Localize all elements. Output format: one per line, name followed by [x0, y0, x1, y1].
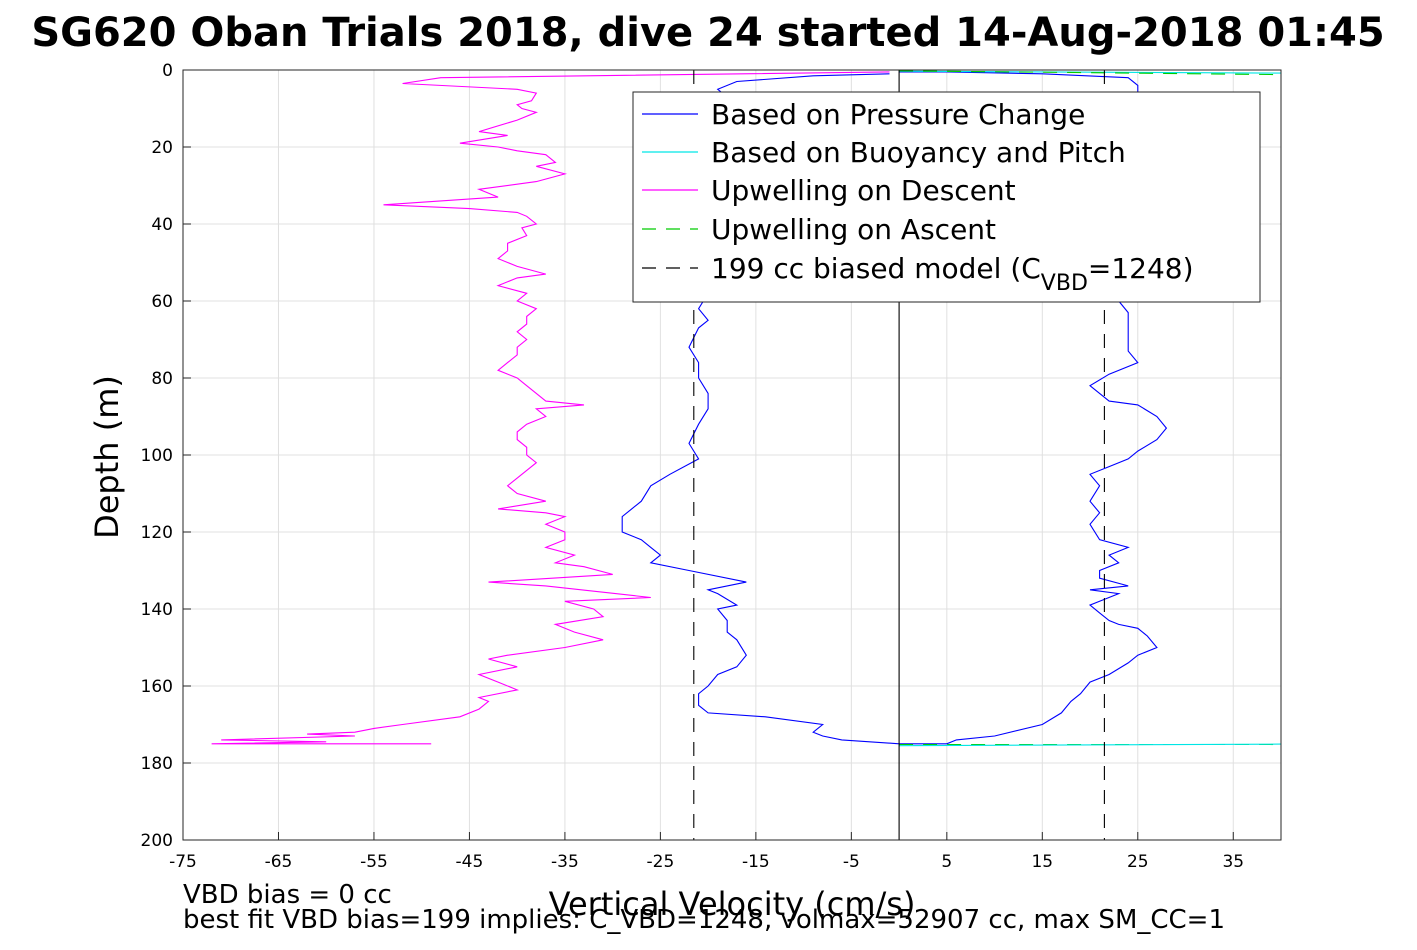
legend-box	[632, 91, 1261, 303]
best-fit-note: best fit VBD bias=199 implies: C_VBD=124…	[183, 905, 1225, 935]
x-tick-label: 5	[941, 852, 952, 872]
legend-label-ascent: Upwelling on Ascent	[711, 213, 996, 246]
y-axis-label: Depth (m)	[88, 375, 126, 539]
series-upwelling-on-descent	[211, 71, 890, 745]
series-upwelling-on-ascent	[899, 70, 1282, 76]
series-based-on-buoyancy-and-pitch	[899, 70, 1282, 74]
y-tick-label: 100	[141, 446, 173, 466]
x-tick-label: -5	[843, 852, 860, 872]
x-tick-label: 15	[1031, 852, 1053, 872]
x-tick-label: -45	[456, 852, 484, 872]
x-tick-label: -35	[551, 852, 579, 872]
legend-model-sub: VBD	[1041, 271, 1088, 296]
legend-model-end: =1248)	[1088, 252, 1194, 285]
y-ticks: 0 20 40 60 80 100 120 140 160 180 200	[141, 61, 191, 851]
y-tick-label: 180	[141, 754, 173, 774]
x-axis-label: Vertical Velocity (cm/s)	[549, 885, 916, 923]
legend-model-main: 199 cc biased model (C	[711, 252, 1041, 285]
x-tick-label: -55	[360, 852, 388, 872]
y-tick-label: 20	[151, 138, 173, 158]
y-tick-label: 120	[141, 523, 173, 543]
chart-title: SG620 Oban Trials 2018, dive 24 started …	[31, 10, 1384, 56]
x-tick-label: 35	[1222, 852, 1244, 872]
vbd-bias-note: VBD bias = 0 cc	[183, 880, 392, 910]
legend-label-pressure: Based on Pressure Change	[711, 98, 1085, 131]
y-tick-label: 0	[162, 61, 173, 81]
x-tick-label: -25	[647, 852, 675, 872]
y-tick-label: 140	[141, 600, 173, 620]
series-buoyancy-bottom	[899, 743, 1282, 747]
legend-label-model: 199 cc biased model (CVBD=1248)	[711, 252, 1194, 296]
series-layer	[211, 70, 1282, 840]
x-ticks: -75 -65 -55 -45 -35 -25 -15 -5 5 15 25 35	[169, 832, 1244, 872]
x-tick-label: -15	[742, 852, 770, 872]
y-tick-label: 160	[141, 677, 173, 697]
x-tick-label: 25	[1127, 852, 1149, 872]
x-tick-label: -65	[265, 852, 293, 872]
series-based-on-pressure-change	[621, 71, 1168, 745]
y-tick-label: 60	[151, 292, 173, 312]
y-tick-label: 200	[141, 831, 173, 851]
y-tick-label: 40	[151, 215, 173, 235]
x-tick-label: -75	[169, 852, 197, 872]
legend-label-descent: Upwelling on Descent	[711, 174, 1016, 207]
legend: Based on Pressure Change Based on Buoyan…	[632, 91, 1261, 303]
y-tick-label: 80	[151, 369, 173, 389]
legend-label-buoyancy: Based on Buoyancy and Pitch	[711, 136, 1126, 169]
